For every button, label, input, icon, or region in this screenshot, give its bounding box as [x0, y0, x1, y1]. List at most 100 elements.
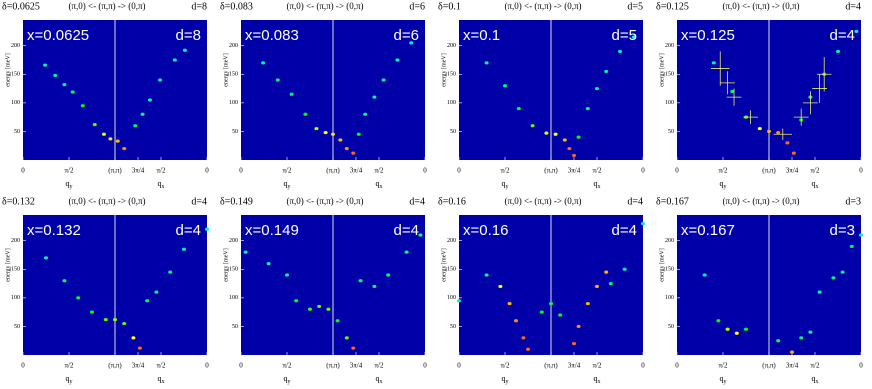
x-axis-label: qy [502, 374, 509, 386]
corner-label: d=4 [191, 196, 207, 207]
intensity-point [572, 153, 576, 158]
label-subscript: y [506, 184, 509, 190]
x-tick-label: (π,π) [544, 167, 558, 175]
y-tick-label: 100 [447, 100, 456, 106]
label-base: q [376, 179, 380, 188]
intensity-point [395, 58, 400, 62]
y-tick-label: 150 [447, 72, 456, 78]
intensity-point [243, 250, 248, 254]
label-subscript: y [70, 184, 73, 190]
intensity-point [122, 321, 127, 326]
x-tick-label: 0 [859, 362, 863, 370]
x-tick-label: (π,π) [108, 167, 122, 175]
intensity-point [711, 61, 716, 65]
intensity-point [849, 244, 854, 249]
intensity-point [744, 327, 748, 331]
x-tick-label: π/2 [283, 167, 292, 175]
inset-label: x=0.16 [463, 222, 508, 239]
x-axis-label: qx [158, 179, 165, 191]
y-tick-label: 200 [11, 43, 20, 49]
y-axis-label: energy [meV] [223, 248, 229, 281]
intensity-point [567, 146, 572, 151]
y-tick-label: 150 [665, 267, 674, 273]
label-base: q [812, 179, 816, 188]
intensity-point [261, 61, 266, 65]
intensity-point [641, 221, 645, 226]
y-tick-label: 200 [447, 43, 456, 49]
y-tick-label: 200 [229, 238, 238, 244]
x-axis-label: qx [594, 374, 601, 386]
intensity-point [836, 49, 840, 54]
x-axis-label: qy [66, 179, 73, 191]
intensity-point [549, 301, 553, 306]
intensity-point [725, 327, 730, 331]
x-tick-label: 0 [675, 167, 679, 175]
intensity-point [604, 270, 609, 274]
panel-title: δ=0.1 [438, 1, 461, 12]
panel: δ=0.125 (π,0) <- (π,π) -> (0,π) d=4 50 100 15… [656, 1, 863, 190]
intensity-point [372, 284, 377, 289]
intensity-point [92, 122, 97, 127]
intensity-point [409, 41, 414, 45]
intensity-point [80, 104, 85, 108]
panel-title: δ=0.149 [220, 196, 253, 207]
panel-title: δ=0.167 [656, 196, 689, 207]
panel-subtitle: (π,0) <- (π,π) -> (0,π) [504, 1, 581, 11]
y-tick-label: 200 [665, 43, 674, 49]
inset-right-label: d=6 [394, 27, 419, 44]
panel: δ=0.0625 (π,0) <- (π,π) -> (0,π) d=8 50 100 1… [2, 1, 209, 190]
intensity-point [303, 112, 308, 116]
y-tick-label: 50 [450, 324, 456, 330]
panel: δ=0.132 (π,0) <- (π,π) -> (0,π) d=4 50 100 15… [2, 196, 209, 385]
y-tick-label: 200 [665, 238, 674, 244]
y-tick-label: 100 [229, 100, 238, 106]
x-tick-label: 0 [641, 167, 645, 175]
intensity-point [145, 299, 150, 303]
intensity-point [457, 299, 461, 303]
y-tick-label: 150 [11, 72, 20, 78]
corner-label: d=3 [845, 196, 861, 207]
label-base: q [594, 374, 598, 383]
panel-subtitle: (π,0) <- (π,π) -> (0,π) [286, 196, 363, 206]
panel-title: δ=0.083 [220, 1, 253, 12]
intensity-point [595, 86, 599, 91]
y-axis-label: energy [meV] [659, 53, 665, 86]
label-base: q [502, 179, 506, 188]
y-tick-label: 150 [447, 267, 456, 273]
x-tick-label: 0 [239, 362, 243, 370]
y-tick-label: 50 [450, 129, 456, 135]
intensity-point [317, 304, 322, 309]
panel: δ=0.149 (π,0) <- (π,π) -> (0,π) d=4 50 100 15… [220, 196, 427, 385]
x-axis-label: qy [502, 179, 509, 191]
intensity-point [338, 138, 343, 142]
label-subscript: x [816, 184, 819, 190]
intensity-point [140, 112, 145, 116]
label-base: q [376, 374, 380, 383]
intensity-point [131, 336, 136, 340]
inset-label: x=0.132 [27, 222, 81, 239]
intensity-point [604, 69, 609, 74]
label-base: q [720, 179, 724, 188]
error-cross [743, 110, 758, 124]
y-tick-label: 200 [229, 43, 238, 49]
label-base: q [284, 179, 288, 188]
x-axis-label: qx [376, 374, 383, 386]
y-tick-label: 200 [11, 238, 20, 244]
x-tick-label: (π,π) [762, 167, 776, 175]
corner-label: d=6 [409, 1, 425, 12]
x-tick-label: π/2 [65, 362, 74, 370]
panel-subtitle: (π,0) <- (π,π) -> (0,π) [504, 196, 581, 206]
corner-label: d=4 [845, 1, 861, 12]
x-tick-label: 0 [205, 362, 209, 370]
intensity-point [776, 130, 781, 135]
intensity-point [498, 284, 503, 289]
intensity-point [356, 132, 361, 136]
intensity-point [507, 301, 512, 306]
panel-subtitle: (π,0) <- (π,π) -> (0,π) [68, 196, 145, 206]
intensity-point [730, 89, 735, 94]
intensity-point [595, 284, 599, 289]
y-tick-label: 100 [665, 100, 674, 106]
inset-right-label: d=4 [830, 27, 855, 44]
inset-label: x=0.149 [245, 222, 299, 239]
y-tick-label: 150 [11, 267, 20, 273]
